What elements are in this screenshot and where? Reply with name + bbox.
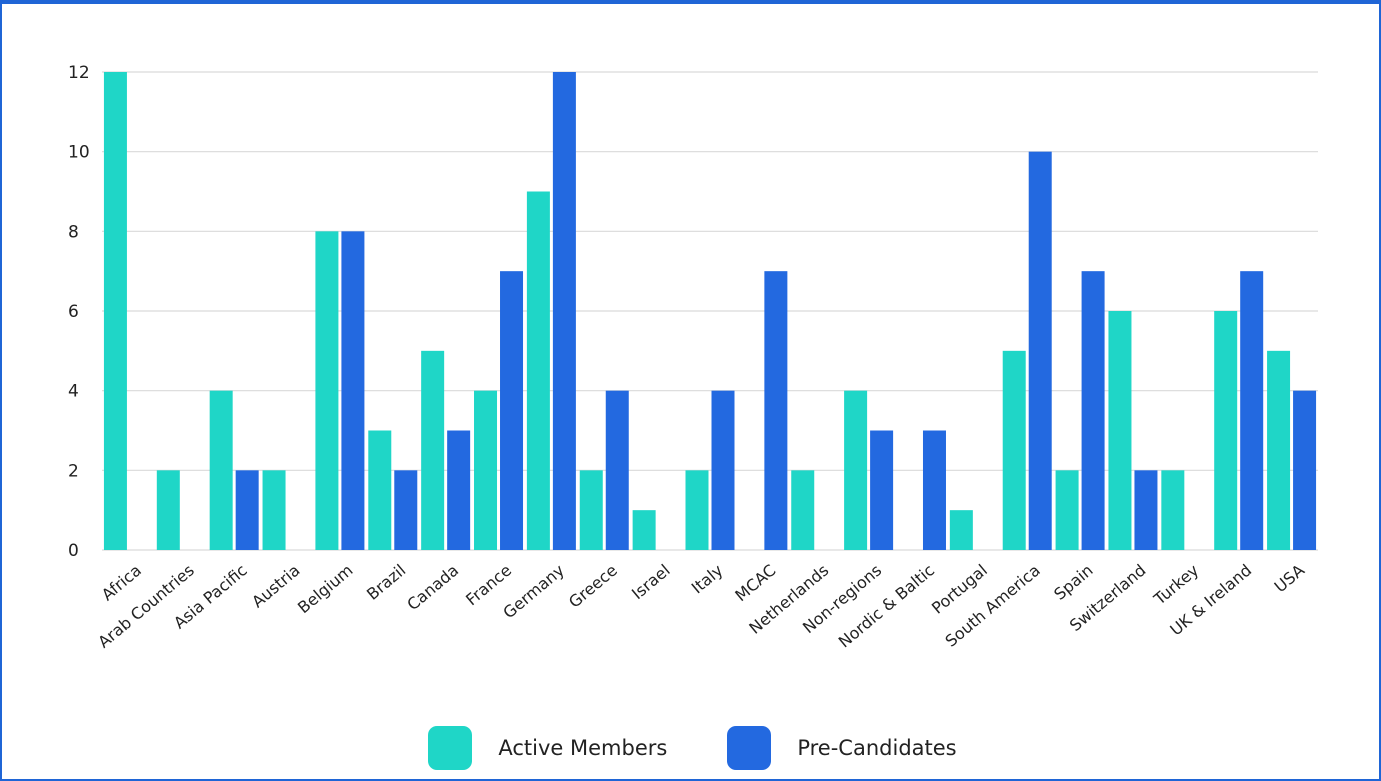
bar-active-2 xyxy=(209,390,233,550)
legend-swatch-active xyxy=(428,726,473,770)
legend-item-active[interactable]: Active Members xyxy=(428,726,667,770)
x-tick-label: South America xyxy=(941,561,1043,651)
x-tick-label: Canada xyxy=(403,561,462,615)
bar-active-3 xyxy=(262,470,286,550)
legend-swatch-pre xyxy=(727,726,772,770)
bar-pre-19 xyxy=(1134,470,1158,550)
bar-active-19 xyxy=(1108,311,1132,550)
x-tick-label: Nordic & Baltic xyxy=(835,561,938,652)
y-tick-label: 10 xyxy=(68,143,90,163)
x-tick-label: Italy xyxy=(688,561,727,598)
x-tick-label: MCAC xyxy=(731,561,779,606)
bar-pre-5 xyxy=(394,470,418,550)
y-axis-ticks: 0 2 4 6 8 10 12 xyxy=(68,63,90,561)
y-tick-label: 6 xyxy=(68,302,79,322)
x-tick-label: Greece xyxy=(565,561,621,612)
x-tick-label: Belgium xyxy=(294,561,356,618)
bar-active-20 xyxy=(1161,470,1185,550)
y-tick-label: 4 xyxy=(68,382,79,402)
x-tick-label: USA xyxy=(1271,560,1309,596)
y-tick-label: 2 xyxy=(68,461,79,481)
x-tick-label: Africa xyxy=(98,561,145,605)
bar-pre-12 xyxy=(764,271,788,550)
bar-active-9 xyxy=(579,470,603,550)
bar-active-0 xyxy=(103,72,127,550)
bar-pre-6 xyxy=(447,430,471,550)
bar-active-22 xyxy=(1267,350,1291,550)
legend-item-pre[interactable]: Pre-Candidates xyxy=(727,726,957,770)
bar-active-13 xyxy=(791,470,815,550)
bar-pre-9 xyxy=(605,390,629,550)
y-tick-label: 8 xyxy=(68,222,79,242)
bar-pre-2 xyxy=(235,470,259,550)
y-tick-label: 12 xyxy=(68,63,90,83)
bar-active-4 xyxy=(315,231,339,551)
legend-label-active: Active Members xyxy=(498,736,668,760)
bar-pre-11 xyxy=(711,390,735,550)
bar-pre-21 xyxy=(1240,271,1264,550)
x-tick-label: Arab Countries xyxy=(94,561,198,652)
bar-active-6 xyxy=(421,350,445,550)
x-tick-label: Spain xyxy=(1050,561,1096,604)
bar-active-14 xyxy=(844,390,868,550)
bar-pre-15 xyxy=(922,430,946,550)
bar-active-8 xyxy=(526,191,550,550)
legend-label-pre: Pre-Candidates xyxy=(797,736,957,760)
bar-active-11 xyxy=(685,470,709,550)
bar-pre-17 xyxy=(1028,151,1052,550)
bar-active-10 xyxy=(632,510,656,550)
bar-active-1 xyxy=(156,470,180,550)
y-tick-label: 0 xyxy=(68,541,79,561)
grid-lines xyxy=(102,71,1318,551)
bar-pre-8 xyxy=(552,72,576,550)
legend: Active Members Pre-Candidates xyxy=(2,726,1381,770)
bar-active-21 xyxy=(1214,311,1238,550)
bar-active-16 xyxy=(949,510,973,550)
bar-active-5 xyxy=(368,430,392,550)
bar-active-17 xyxy=(1002,350,1026,550)
bar-pre-4 xyxy=(341,231,365,551)
bar-pre-14 xyxy=(870,430,894,550)
bar-active-7 xyxy=(474,390,498,550)
bar-pre-7 xyxy=(500,271,524,550)
x-tick-label: Israel xyxy=(628,561,674,604)
x-tick-label: Brazil xyxy=(363,561,409,604)
bar-pre-22 xyxy=(1293,390,1317,550)
bars xyxy=(103,72,1317,551)
bar-pre-18 xyxy=(1081,271,1105,550)
bar-active-18 xyxy=(1055,470,1079,550)
